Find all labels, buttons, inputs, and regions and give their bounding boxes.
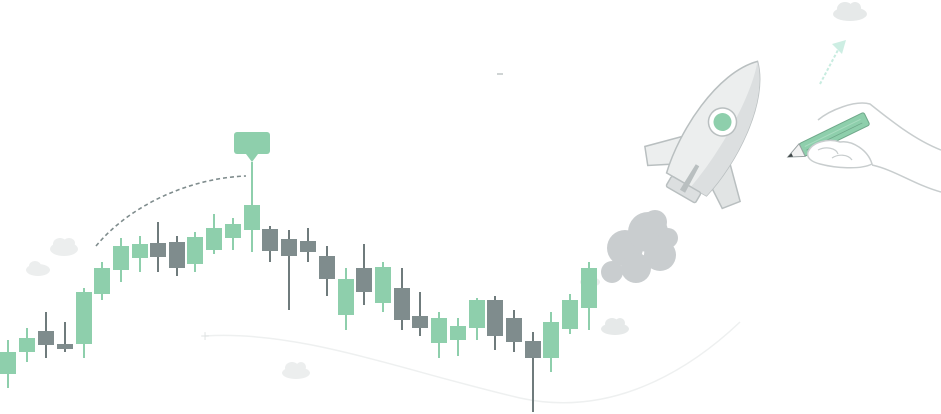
candle-body	[150, 243, 166, 257]
candle-body	[281, 239, 297, 256]
rocket-icon	[644, 60, 761, 210]
candle-up	[562, 294, 578, 334]
dashed-trend-arc	[95, 175, 247, 247]
candle-body	[300, 241, 316, 252]
candle-body	[506, 318, 522, 342]
candle-up	[244, 200, 260, 252]
candle-down	[506, 310, 522, 352]
candle-body	[487, 300, 503, 336]
cloud-icon	[26, 261, 50, 276]
cloud-icon	[282, 362, 310, 379]
cloud-icon	[601, 318, 629, 335]
candle-down	[281, 230, 297, 310]
candle-body	[431, 318, 447, 343]
candle-down	[300, 228, 316, 262]
candle-up	[0, 340, 16, 388]
candle-down	[57, 322, 73, 352]
candle-down	[487, 296, 503, 350]
candle-down	[150, 222, 166, 272]
candle-up	[94, 262, 110, 300]
candle-body	[319, 256, 335, 279]
hand-with-pencil-icon	[786, 102, 941, 193]
rocket-smoke	[601, 210, 678, 283]
candle-up	[375, 262, 391, 312]
candle-body	[262, 229, 278, 251]
candle-body	[206, 228, 222, 250]
speech-bubble-icon	[234, 132, 270, 204]
candle-down	[412, 292, 428, 336]
candle-down	[38, 312, 54, 358]
candle-body	[562, 300, 578, 329]
cloud-icon	[50, 238, 78, 256]
candle-body	[356, 268, 372, 292]
candlestick-series	[0, 200, 597, 412]
candle-up	[225, 218, 241, 250]
candle-up	[206, 214, 222, 254]
candle-up	[132, 236, 148, 272]
candle-body	[338, 279, 354, 315]
candle-body	[113, 246, 129, 270]
candle-up	[19, 328, 35, 362]
background-wave	[204, 321, 741, 404]
plus-mark: +	[200, 329, 210, 343]
candle-body	[375, 267, 391, 303]
candle-up	[431, 312, 447, 358]
candle-body	[57, 344, 73, 349]
candle-up	[469, 298, 485, 340]
candle-up	[187, 232, 203, 272]
candle-down	[262, 226, 278, 262]
candle-down	[319, 246, 335, 296]
candle-body	[19, 338, 35, 352]
candle-down	[525, 332, 541, 412]
cloud-icon	[833, 2, 867, 21]
candle-body	[469, 300, 485, 328]
candle-up	[113, 238, 129, 282]
candle-up	[338, 268, 354, 330]
candle-body	[581, 268, 597, 308]
candle-body	[244, 205, 260, 230]
candle-body	[169, 242, 185, 268]
candle-body	[94, 268, 110, 294]
candle-body	[187, 237, 203, 264]
candle-body	[38, 331, 54, 345]
candle-body	[450, 326, 466, 340]
candle-down	[394, 268, 410, 330]
candle-down	[169, 236, 185, 276]
candle-body	[76, 292, 92, 344]
arrow-up-icon	[819, 40, 846, 85]
candle-body	[0, 352, 16, 374]
candle-body	[394, 288, 410, 320]
candle-body	[412, 316, 428, 328]
candle-body	[525, 341, 541, 358]
candle-up	[76, 288, 92, 358]
candle-body	[132, 244, 148, 258]
candle-up	[450, 318, 466, 356]
candle-body	[225, 224, 241, 238]
candle-down	[356, 244, 372, 305]
candle-up	[581, 262, 597, 330]
candle-up	[543, 312, 559, 372]
candle-body	[543, 322, 559, 358]
